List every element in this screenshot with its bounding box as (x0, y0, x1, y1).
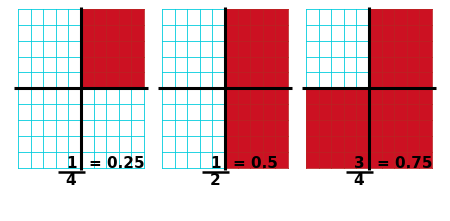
Bar (162, 88, 225, 168)
Bar (81, 88, 144, 168)
Text: 3: 3 (354, 156, 364, 171)
Text: 4: 4 (354, 173, 364, 188)
Text: = 0.25: = 0.25 (89, 156, 145, 171)
Text: = 0.5: = 0.5 (233, 156, 278, 171)
Text: 1: 1 (66, 156, 77, 171)
Text: 1: 1 (210, 156, 220, 171)
Bar (225, 88, 288, 168)
Bar (81, 9, 144, 88)
Bar (306, 9, 369, 88)
Bar (369, 88, 432, 168)
Bar (162, 9, 225, 88)
Bar (18, 88, 81, 168)
Bar (18, 9, 81, 88)
Bar (369, 9, 432, 88)
Text: 4: 4 (66, 173, 77, 188)
Bar (225, 9, 288, 88)
Bar (306, 88, 369, 168)
Text: 2: 2 (210, 173, 220, 188)
Text: = 0.75: = 0.75 (377, 156, 432, 171)
